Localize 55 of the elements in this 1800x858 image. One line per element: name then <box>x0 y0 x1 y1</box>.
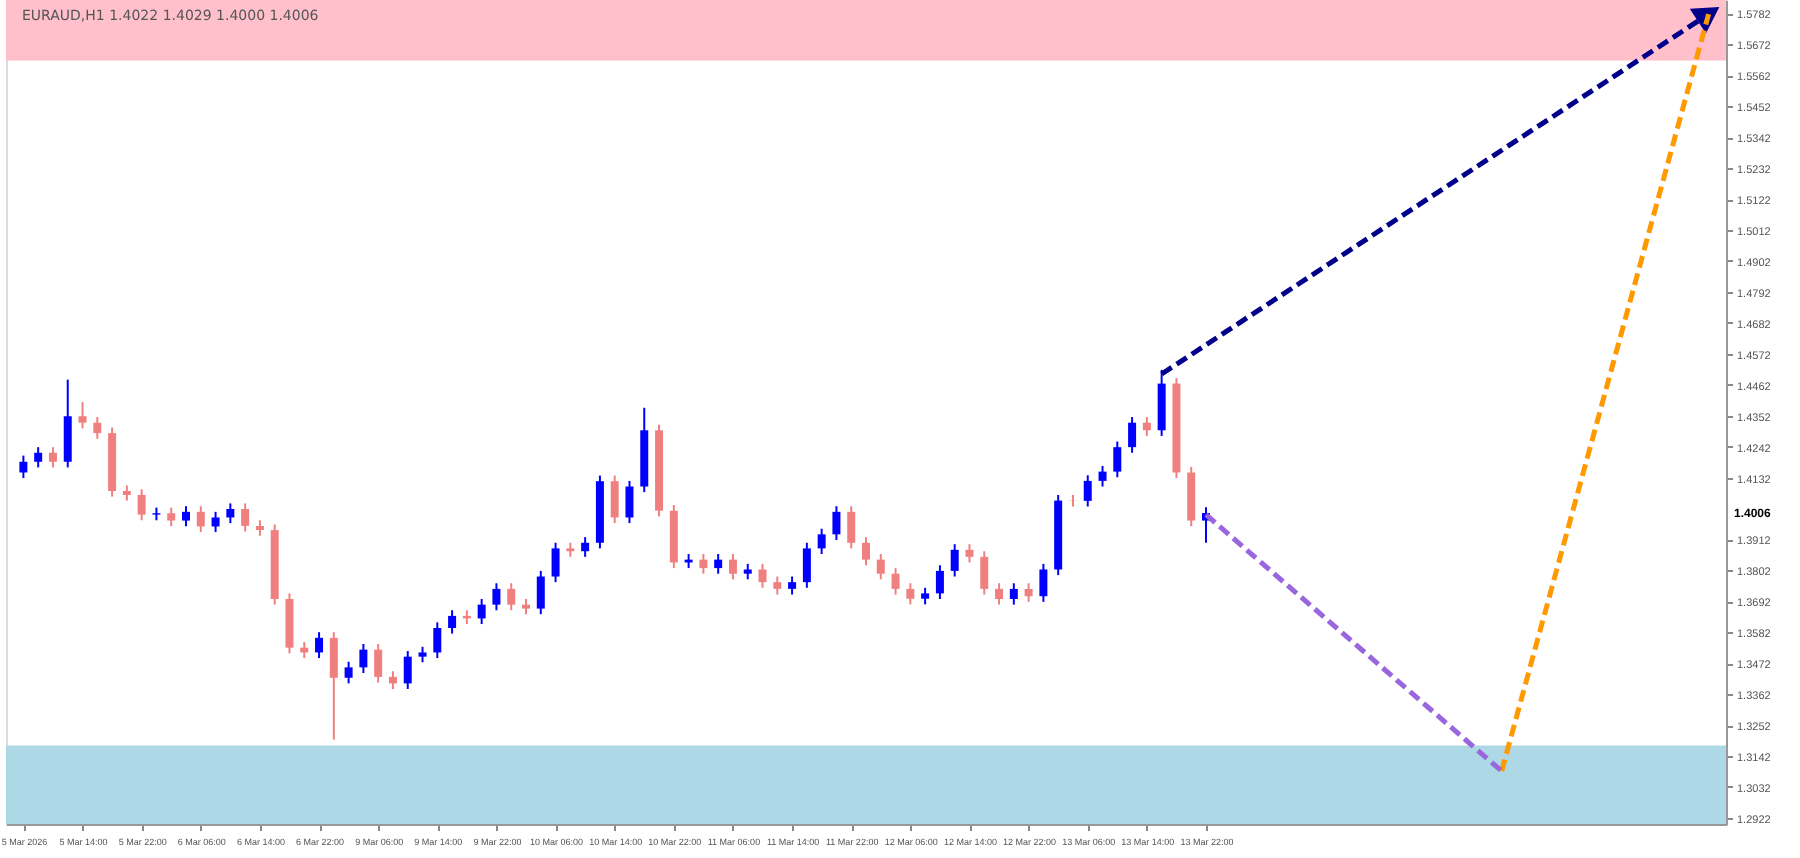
candlestick <box>196 505 205 534</box>
candlestick <box>891 567 900 596</box>
candlestick <box>728 553 737 581</box>
candlestick <box>433 621 442 660</box>
candlestick <box>344 660 353 685</box>
candlestick <box>817 527 826 556</box>
candlestick <box>862 536 870 567</box>
candlestick <box>226 502 235 525</box>
candlestick <box>507 582 516 612</box>
candlestick <box>1157 368 1166 437</box>
candlestick <box>1083 474 1092 508</box>
candlestick <box>211 510 220 534</box>
candlestick <box>699 553 708 575</box>
candlestick <box>137 488 146 522</box>
candlestick <box>581 536 590 558</box>
candlestick <box>241 502 250 533</box>
candlestick <box>758 562 767 589</box>
candlestick <box>832 505 841 541</box>
candlestick <box>802 541 811 589</box>
candlestick <box>63 378 72 469</box>
candlestick <box>19 454 28 480</box>
candlestick <box>935 564 944 601</box>
candlestick <box>374 643 383 684</box>
candlestick <box>1113 440 1122 479</box>
candlestick <box>315 631 324 660</box>
candlestick <box>1024 582 1033 603</box>
candlestick <box>906 582 915 606</box>
candlestick <box>536 569 545 616</box>
candlestick <box>48 446 57 469</box>
candlestick <box>995 582 1004 606</box>
candlestick <box>625 479 634 525</box>
candlestick <box>167 506 176 528</box>
candlestick <box>610 474 619 525</box>
candlestick <box>1009 582 1018 606</box>
candlestick <box>980 550 989 596</box>
candlestick <box>1098 465 1107 488</box>
candlestick <box>714 553 723 575</box>
candlestick <box>847 505 856 550</box>
candlestick <box>477 598 486 626</box>
candlestick <box>1142 416 1151 437</box>
candlestick <box>448 609 457 635</box>
candlestick <box>551 541 560 584</box>
candlestick <box>492 582 501 612</box>
candlestick <box>34 446 43 469</box>
candlestick <box>950 543 959 578</box>
candlestick <box>876 553 885 581</box>
candlestick <box>93 416 102 440</box>
candlestick <box>359 643 368 674</box>
candlestick <box>78 401 87 430</box>
candlestick <box>1128 416 1137 454</box>
candlestick <box>1039 562 1048 603</box>
candlestick <box>182 505 190 528</box>
candlestick <box>329 631 338 741</box>
candlestick <box>965 543 974 564</box>
candlestick <box>403 650 412 691</box>
